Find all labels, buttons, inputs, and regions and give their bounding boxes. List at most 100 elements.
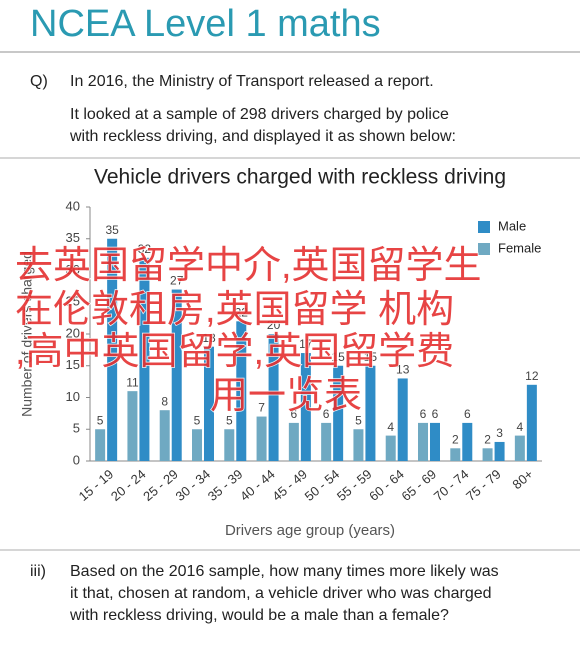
bar (288, 422, 299, 461)
data-label: 13 (396, 363, 410, 377)
data-label: 15 (364, 350, 378, 364)
bar (353, 429, 364, 461)
x-tick-label: 80+ (509, 466, 536, 492)
data-label: 5 (226, 413, 233, 427)
watermark-line: 用一览表 (210, 375, 362, 417)
data-label: 6 (464, 407, 471, 421)
data-label: 5 (194, 413, 201, 427)
bar (300, 353, 311, 461)
bar (526, 384, 537, 461)
data-label: 8 (161, 394, 168, 408)
x-tick-label: 70 - 74 (431, 466, 472, 504)
bar (385, 435, 396, 461)
y-tick-label: 40 (66, 198, 80, 213)
x-tick-label: 20 - 24 (108, 466, 149, 504)
bar (127, 391, 138, 461)
part-line: Based on the 2016 sample, how many times… (70, 563, 499, 580)
chart-title: Vehicle drivers charged with reckless dr… (94, 166, 506, 189)
x-axis-label: Drivers age group (years) (225, 522, 395, 539)
x-tick-label: 45 - 49 (269, 466, 310, 504)
bar (321, 422, 332, 461)
data-label: 2 (484, 432, 491, 446)
legend-swatch (478, 221, 490, 233)
question-line: with reckless driving, and displayed it … (69, 128, 456, 145)
x-tick-label: 25 - 29 (140, 466, 181, 504)
bar (397, 378, 408, 461)
y-tick-label: 15 (66, 357, 80, 372)
data-label: 5 (97, 413, 104, 427)
y-axis-label: Number of drivers charged (19, 251, 35, 417)
bar (159, 410, 170, 461)
legend-label: Male (498, 218, 526, 233)
bar (171, 289, 182, 461)
bar (204, 346, 214, 461)
x-tick-label: 30 - 34 (172, 466, 213, 504)
data-label: 6 (323, 407, 330, 421)
bar (462, 422, 473, 461)
part-line: with reckless driving, would be a male t… (69, 607, 449, 624)
data-label: 11 (126, 375, 139, 389)
bar (256, 416, 267, 461)
data-label: 18 (202, 331, 216, 345)
watermark-line: 在伦敦租房,英国留学 机构 (15, 289, 454, 331)
x-tick-label: 55 - 59 (334, 466, 375, 504)
x-tick-label: 60 - 64 (366, 466, 407, 504)
x-tick-label: 15 - 19 (76, 466, 117, 504)
legend-swatch (478, 243, 490, 255)
bar (107, 238, 118, 461)
x-tick-label: 35 - 39 (205, 466, 246, 504)
bar (418, 422, 428, 461)
data-label: 3 (496, 426, 503, 440)
bar (139, 257, 150, 461)
header-title: NCEA Level 1 maths (30, 3, 381, 45)
bar (430, 422, 440, 461)
data-label: 32 (138, 242, 152, 256)
bar (192, 429, 202, 461)
part-label: iii) (30, 563, 46, 580)
data-label: 27 (170, 274, 184, 288)
question-label: Q) (30, 73, 48, 90)
y-tick-label: 25 (66, 294, 80, 309)
bar (494, 441, 505, 461)
data-label: 15 (331, 350, 345, 364)
y-tick-label: 30 (66, 262, 80, 277)
bar (224, 429, 235, 461)
y-tick-label: 5 (73, 421, 80, 436)
bar (482, 448, 493, 461)
data-label: 17 (299, 337, 313, 351)
data-label: 2 (452, 432, 459, 446)
x-tick-label: 40 - 44 (237, 466, 278, 504)
data-label: 6 (432, 407, 439, 421)
question-line: In 2016, the Ministry of Transport relea… (70, 73, 434, 90)
x-tick-label: 50 - 54 (302, 466, 343, 504)
data-label: 4 (387, 420, 394, 434)
bar (95, 429, 106, 461)
bar (365, 365, 376, 461)
data-label: 20 (267, 318, 281, 332)
x-tick-label: 75 - 79 (463, 466, 504, 504)
data-label: 4 (517, 420, 524, 434)
bar (514, 435, 525, 461)
legend-label: Female (498, 240, 541, 255)
x-tick-label: 65 - 69 (398, 466, 439, 504)
y-tick-label: 10 (66, 389, 80, 404)
part-line: it that, chosen at random, a vehicle dri… (70, 585, 492, 602)
data-label: 6 (291, 407, 298, 421)
watermark-line: 去英国留学中介,英国留学生 (15, 245, 482, 287)
question-line: It looked at a sample of 298 drivers cha… (70, 106, 449, 123)
data-label: 5 (355, 413, 362, 427)
data-label: 35 (105, 223, 119, 237)
bar (236, 321, 247, 461)
y-tick-label: 20 (66, 325, 80, 340)
y-tick-label: 35 (66, 230, 80, 245)
data-label: 12 (525, 369, 539, 383)
data-label: 7 (258, 401, 265, 415)
data-label: 6 (420, 407, 427, 421)
bar (268, 334, 279, 461)
data-label: 22 (235, 305, 249, 319)
bar (333, 365, 344, 461)
y-tick-label: 0 (73, 452, 80, 467)
watermark-line: ,高中英国留学,英国留学费 (15, 331, 454, 373)
